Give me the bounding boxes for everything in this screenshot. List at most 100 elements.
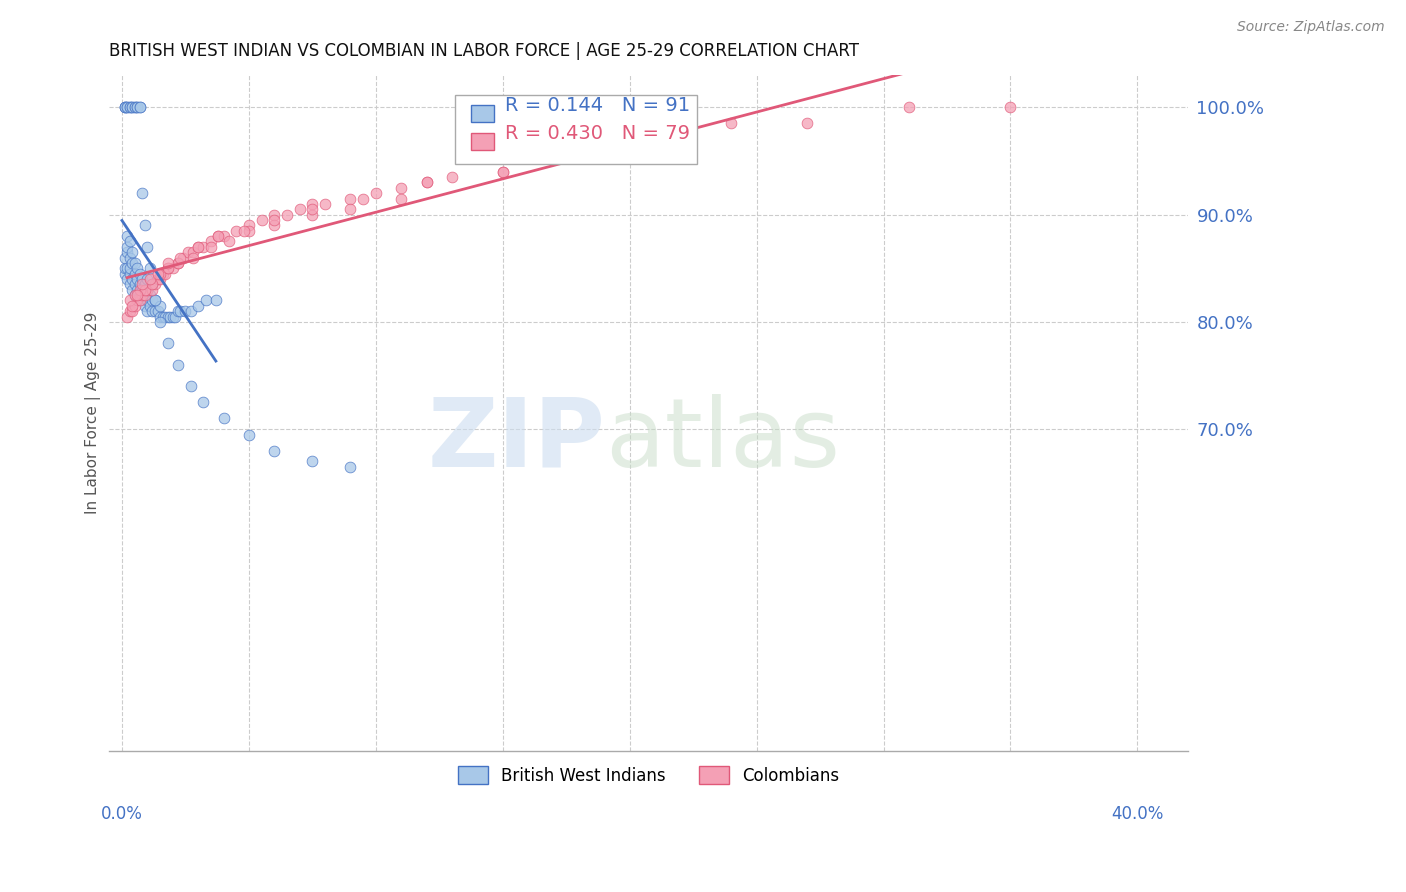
Point: [141, 277, 163, 292]
Point: [128, 100, 150, 114]
Point: [127, 283, 149, 297]
Point: [187, 240, 209, 254]
Point: [166, 256, 188, 270]
Point: [152, 267, 174, 281]
Point: [263, 219, 285, 233]
Point: [152, 310, 174, 324]
Point: [301, 202, 323, 217]
Point: [121, 283, 143, 297]
Point: [128, 100, 150, 114]
Point: [136, 283, 159, 297]
Point: [415, 176, 437, 190]
Point: [143, 293, 166, 308]
Point: [156, 256, 179, 270]
Point: [131, 283, 153, 297]
Point: [339, 202, 361, 217]
Point: [232, 224, 254, 238]
Point: [128, 267, 150, 281]
Point: [339, 459, 361, 474]
Point: [568, 148, 591, 162]
Point: [134, 283, 156, 297]
Point: [127, 100, 149, 114]
Point: [179, 304, 201, 318]
Point: [669, 132, 692, 146]
Point: [301, 208, 323, 222]
Point: [177, 245, 200, 260]
Point: [114, 267, 136, 281]
Point: [136, 240, 159, 254]
Point: [141, 293, 163, 308]
Point: [131, 186, 153, 201]
Point: [124, 288, 146, 302]
Point: [134, 288, 156, 302]
Point: [118, 267, 141, 281]
Point: [121, 100, 143, 114]
Point: [159, 310, 181, 324]
Text: ZIP: ZIP: [427, 393, 606, 487]
Point: [153, 310, 176, 324]
Point: [146, 272, 169, 286]
Point: [114, 100, 136, 114]
Point: [1000, 100, 1022, 114]
Point: [124, 100, 146, 114]
Point: [141, 283, 163, 297]
Point: [492, 165, 515, 179]
Point: [389, 181, 412, 195]
Point: [200, 240, 222, 254]
Point: [128, 293, 150, 308]
FancyBboxPatch shape: [454, 95, 697, 164]
Point: [139, 272, 162, 286]
Point: [143, 304, 166, 318]
Point: [166, 358, 188, 372]
Point: [114, 261, 136, 276]
Point: [118, 293, 141, 308]
Point: [131, 277, 153, 292]
Point: [124, 267, 146, 281]
Point: [153, 267, 176, 281]
Point: [156, 261, 179, 276]
Point: [187, 299, 209, 313]
Point: [124, 288, 146, 302]
Point: [146, 304, 169, 318]
Point: [118, 100, 141, 114]
Point: [121, 304, 143, 318]
Point: [118, 251, 141, 265]
Point: [352, 192, 374, 206]
Point: [238, 224, 260, 238]
Point: [143, 293, 166, 308]
Point: [127, 272, 149, 286]
Point: [389, 192, 412, 206]
Text: BRITISH WEST INDIAN VS COLOMBIAN IN LABOR FORCE | AGE 25-29 CORRELATION CHART: BRITISH WEST INDIAN VS COLOMBIAN IN LABO…: [110, 42, 859, 60]
Point: [200, 235, 222, 249]
Point: [720, 116, 742, 130]
Point: [172, 251, 194, 265]
Point: [114, 100, 136, 114]
Point: [118, 261, 141, 276]
Point: [162, 261, 184, 276]
Point: [127, 261, 149, 276]
Point: [134, 219, 156, 233]
Point: [149, 315, 172, 329]
Point: [364, 186, 387, 201]
Point: [115, 240, 138, 254]
Point: [492, 165, 515, 179]
Point: [149, 310, 172, 324]
Point: [440, 170, 463, 185]
Point: [128, 288, 150, 302]
Point: [193, 395, 215, 409]
Point: [136, 304, 159, 318]
Point: [139, 299, 162, 313]
Point: [288, 202, 311, 217]
Point: [263, 443, 285, 458]
Point: [118, 235, 141, 249]
Point: [127, 100, 149, 114]
Point: [115, 261, 138, 276]
Point: [115, 310, 138, 324]
Point: [127, 293, 149, 308]
Point: [314, 197, 336, 211]
Point: [121, 299, 143, 313]
Point: [128, 283, 150, 297]
Point: [193, 240, 215, 254]
Point: [143, 277, 166, 292]
Point: [238, 219, 260, 233]
